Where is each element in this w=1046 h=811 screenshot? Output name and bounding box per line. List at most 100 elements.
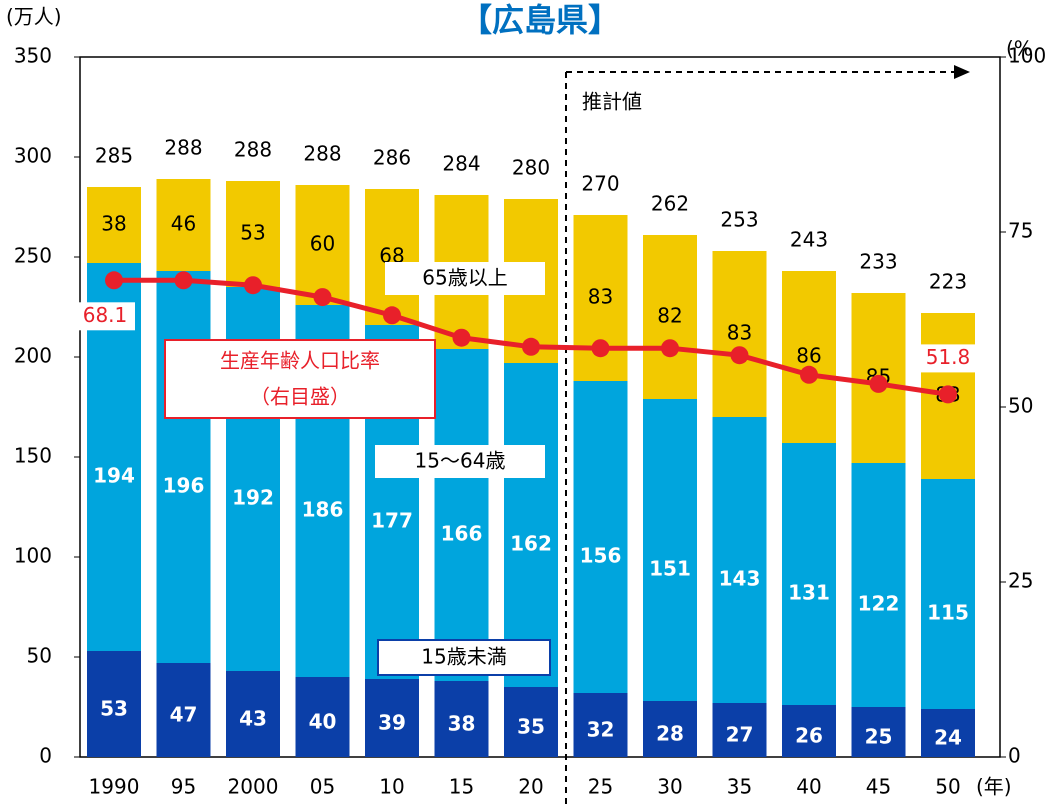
- data-label: 83: [727, 321, 752, 345]
- total-label: 243: [790, 228, 828, 252]
- data-label-bg: [918, 344, 978, 373]
- bar-segment: [643, 701, 697, 757]
- y-tick-label: 50: [27, 644, 52, 668]
- data-label: 38: [101, 212, 126, 236]
- ratio-point: [800, 365, 818, 384]
- chart-title: 【広島県】: [460, 1, 620, 39]
- data-label: 60: [310, 232, 335, 256]
- line-label: 生産年齢人口比率: [220, 349, 380, 373]
- bar-segment: [365, 189, 419, 325]
- series-label: 15～64歳: [415, 449, 506, 473]
- total-label: 288: [234, 138, 272, 162]
- data-label: 115: [927, 601, 969, 625]
- data-label: 24: [934, 726, 962, 750]
- bar-segment: [643, 399, 697, 701]
- bar-segment: [295, 677, 350, 757]
- bar-segment: [712, 703, 767, 757]
- x-unit: (年): [976, 775, 1012, 799]
- line-axis-note: （右目盛）: [250, 385, 350, 409]
- data-label: 46: [171, 212, 196, 236]
- x-tick-label: 05: [310, 775, 335, 799]
- bar-segment: [504, 687, 558, 757]
- x-tick-label: 95: [171, 775, 196, 799]
- y2-tick-label: 25: [1008, 569, 1033, 593]
- ratio-point: [661, 339, 679, 358]
- y-tick-label: 300: [14, 144, 52, 168]
- data-label-bg: [75, 302, 135, 331]
- y-tick-label: 200: [14, 344, 52, 368]
- ratio-point: [730, 346, 749, 365]
- data-label: 196: [163, 474, 205, 498]
- data-label: 82: [657, 304, 682, 328]
- data-label: 53: [100, 697, 128, 721]
- data-label: 47: [170, 703, 198, 727]
- data-label: 186: [302, 498, 344, 522]
- total-label: 262: [651, 192, 689, 216]
- data-label: 151: [649, 557, 691, 581]
- y-tick-label: 250: [14, 244, 52, 268]
- bar-segment: [87, 187, 141, 263]
- data-label: 177: [371, 509, 413, 533]
- data-label: 53: [240, 221, 265, 245]
- bar-segment: [712, 251, 767, 417]
- x-tick-label: 30: [657, 775, 682, 799]
- y-unit: (万人): [6, 5, 62, 29]
- data-label: 43: [239, 707, 267, 731]
- y2-tick-label: 100: [1008, 44, 1046, 68]
- series-label-box: [377, 639, 551, 676]
- bar-segment: [782, 705, 836, 757]
- bar-segment: [156, 663, 211, 757]
- data-label: 38: [448, 712, 476, 736]
- ratio-point: [452, 328, 471, 347]
- total-label: 288: [303, 142, 341, 166]
- ratio-point: [174, 271, 193, 290]
- series-label: 65歳以上: [422, 266, 507, 290]
- data-label: 194: [93, 464, 135, 488]
- data-label: 32: [587, 718, 615, 742]
- data-label: 39: [378, 711, 406, 735]
- ratio-point: [383, 306, 401, 325]
- data-label: 27: [726, 723, 754, 747]
- total-label: 233: [859, 250, 897, 274]
- bar-segment: [573, 381, 628, 693]
- y2-tick-label: 75: [1008, 219, 1033, 243]
- projection-label: 推計値: [582, 90, 642, 114]
- y-tick-label: 150: [14, 444, 52, 468]
- total-label: 270: [581, 172, 619, 196]
- total-label: 285: [95, 144, 133, 168]
- ratio-point: [591, 339, 610, 358]
- y-tick-label: 100: [14, 544, 52, 568]
- x-tick-label: 15: [449, 775, 474, 799]
- x-tick-label: 10: [379, 775, 404, 799]
- data-label: 28: [656, 722, 684, 746]
- bar-segment: [156, 271, 211, 663]
- bar-segment: [226, 181, 280, 287]
- x-tick-label: 50: [935, 775, 960, 799]
- x-tick-label: 25: [588, 775, 613, 799]
- data-label: 83: [588, 285, 613, 309]
- data-label: 162: [510, 532, 552, 556]
- x-tick-label: 2000: [228, 775, 279, 799]
- y2-unit: (%: [1006, 37, 1033, 61]
- bar-segment: [851, 463, 906, 707]
- data-label: 35: [517, 715, 545, 739]
- line-label-box: [164, 339, 436, 419]
- total-label: 288: [164, 136, 202, 160]
- arrow-head: [954, 65, 970, 79]
- y-tick-label: 0: [39, 744, 52, 768]
- ratio-point: [869, 374, 888, 393]
- data-label: 86: [796, 344, 821, 368]
- ratio-point: [105, 271, 123, 290]
- y2-tick-label: 50: [1008, 394, 1033, 418]
- total-label: 280: [512, 156, 550, 180]
- bar-segment: [156, 179, 211, 271]
- data-label: 26: [795, 724, 823, 748]
- data-label: 143: [719, 567, 761, 591]
- bar-segment: [921, 709, 975, 757]
- data-label: 25: [865, 725, 893, 749]
- x-tick-label: 40: [796, 775, 821, 799]
- data-label: 131: [788, 581, 830, 605]
- x-tick-label: 1990: [89, 775, 140, 799]
- x-tick-label: 35: [727, 775, 752, 799]
